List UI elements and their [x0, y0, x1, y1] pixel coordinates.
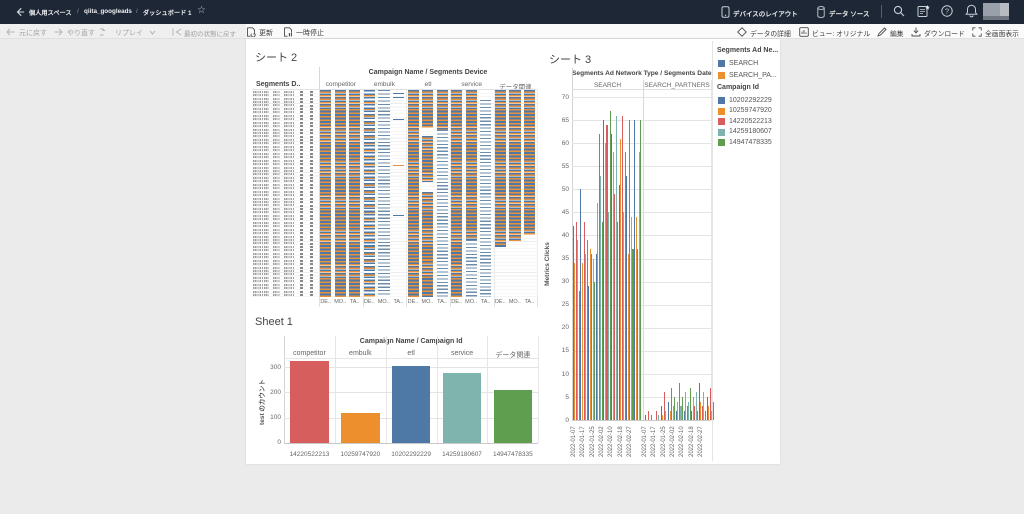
svg-text:?: ?: [945, 7, 949, 16]
